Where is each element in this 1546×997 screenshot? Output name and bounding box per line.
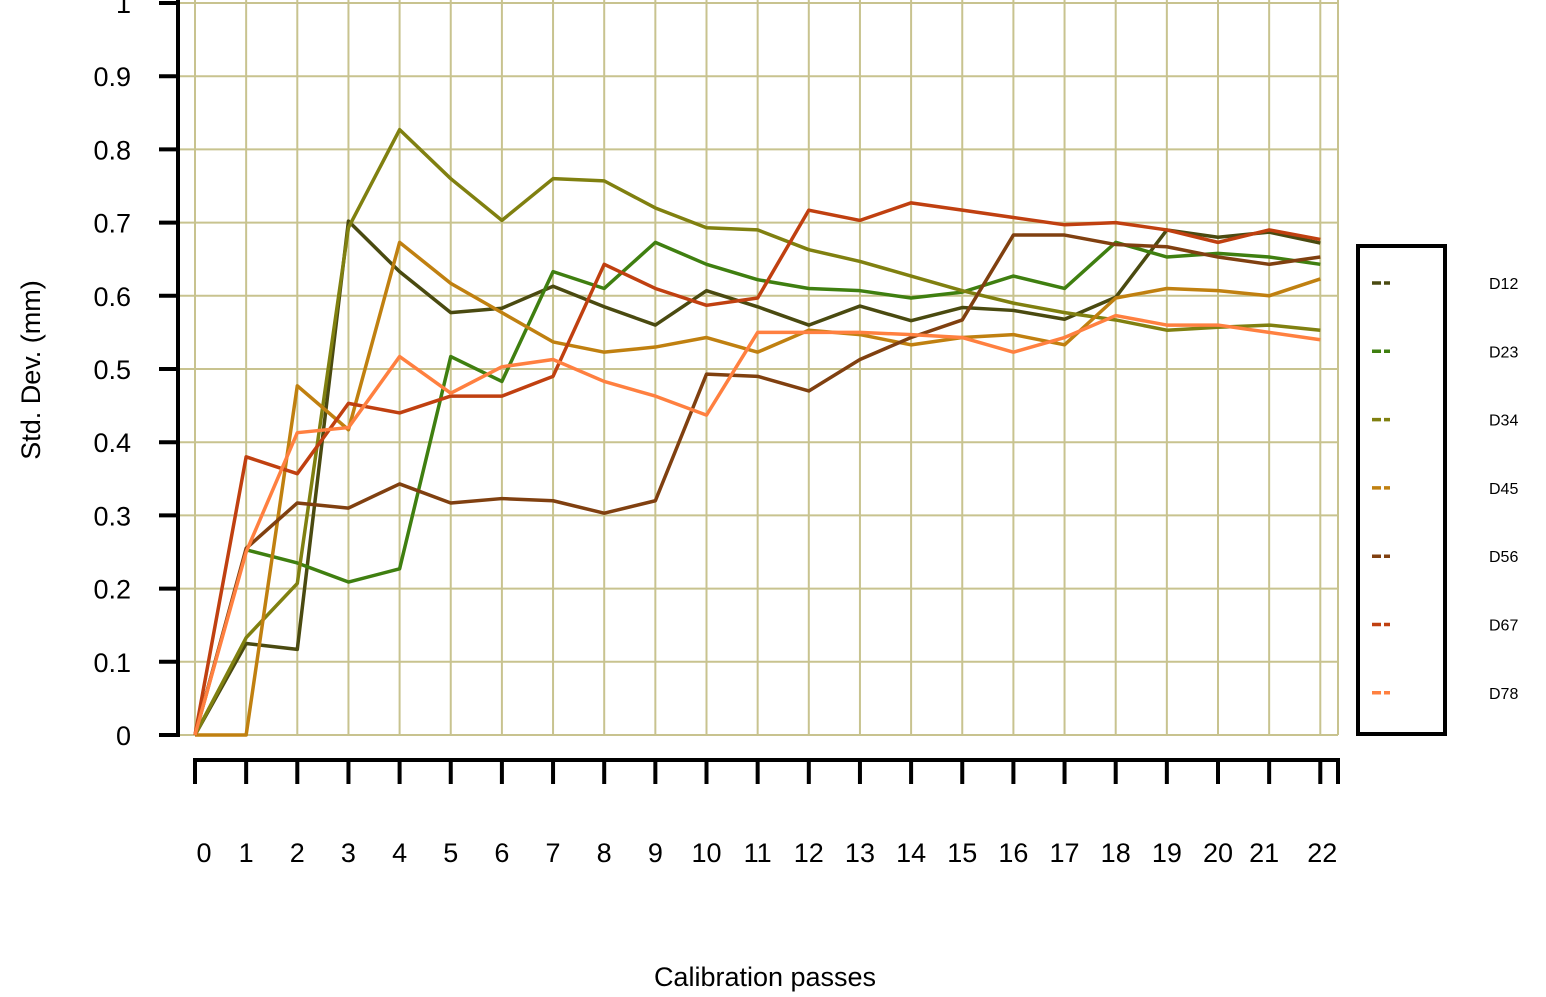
x-tick-label: 18 — [1101, 838, 1131, 868]
y-tick-label: 0.9 — [93, 62, 131, 92]
legend-label: D45 — [1489, 481, 1518, 498]
x-tick-label: 6 — [494, 838, 509, 868]
x-tick-label: 8 — [597, 838, 612, 868]
y-axis-title: Std. Dev. (mm) — [16, 280, 46, 460]
x-tick-label: 11 — [744, 838, 772, 868]
legend-label: D12 — [1489, 276, 1518, 293]
series-layer — [193, 127, 1321, 737]
y-tick-label: 0 — [116, 721, 131, 751]
series-line-d78 — [193, 313, 1321, 736]
series-line-d12 — [193, 219, 1321, 736]
series-line-d34 — [193, 127, 1321, 736]
x-tick-label: 14 — [896, 838, 926, 868]
x-tick-label: 4 — [392, 838, 407, 868]
y-tick-label: 0.6 — [93, 282, 131, 312]
y-tick-label: 1 — [116, 0, 131, 19]
y-tick-label: 0.7 — [93, 209, 131, 239]
y-tick-label: 0.3 — [93, 501, 131, 531]
legend-box — [1356, 244, 1447, 736]
x-tick-label: 21 — [1249, 838, 1279, 868]
x-tick-label: 16 — [998, 838, 1028, 868]
series-line-d45 — [195, 240, 1321, 737]
x-tick-label: 22 — [1307, 838, 1337, 868]
y-axis: 0 0.1 0.2 0.3 0.4 0.5 0.6 0.7 0.8 0.9 1 — [93, 0, 180, 751]
y-tick-label: 0.1 — [93, 648, 131, 678]
legend-label: D56 — [1489, 549, 1518, 566]
x-tick-label: 5 — [443, 838, 458, 868]
legend-label: D34 — [1489, 413, 1518, 430]
y-tick-label: 0.4 — [93, 428, 131, 458]
x-tick-label: 10 — [691, 838, 721, 868]
legend: D12 D23 D34 D45 D56 D67 D78 — [1356, 244, 1518, 736]
x-tick-label: 15 — [947, 838, 977, 868]
x-tick-label: 17 — [1050, 838, 1080, 868]
x-tick-label: 0 — [196, 838, 211, 868]
x-tick-label: 2 — [290, 838, 305, 868]
x-tick-label: 13 — [845, 838, 875, 868]
x-tick-label: 3 — [341, 838, 356, 868]
series-line-d56 — [193, 233, 1321, 736]
legend-label: D67 — [1489, 618, 1518, 635]
series-line-d67 — [193, 201, 1321, 736]
x-tick-label: 19 — [1152, 838, 1182, 868]
y-tick-label: 0.2 — [93, 575, 131, 605]
legend-label: D23 — [1489, 344, 1518, 361]
series-line-d23 — [193, 240, 1321, 736]
x-axis: 0 1 2 3 4 5 6 7 8 9 10 11 12 13 14 15 16 17 18 19 20 21 22 — [193, 758, 1340, 868]
legend-label: D78 — [1489, 686, 1518, 703]
grid — [178, 0, 1339, 736]
x-tick-label: 12 — [794, 838, 824, 868]
y-tick-label: 0.8 — [93, 135, 131, 165]
x-tick-label: 1 — [239, 838, 254, 868]
y-tick-label: 0.5 — [93, 355, 131, 385]
x-tick-label: 7 — [546, 838, 561, 868]
x-tick-label: 9 — [648, 838, 663, 868]
x-axis-title: Calibration passes — [654, 962, 876, 992]
x-tick-label: 20 — [1203, 838, 1233, 868]
